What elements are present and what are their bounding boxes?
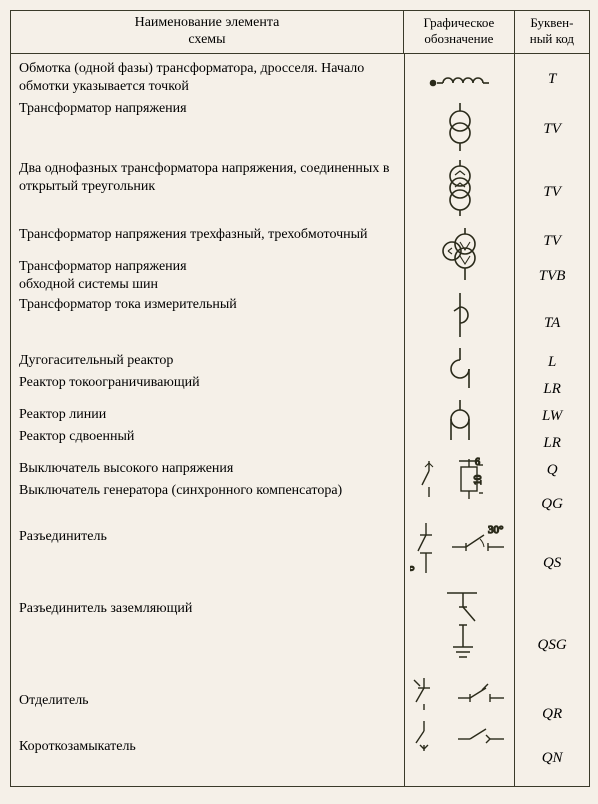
row-code: LW bbox=[542, 406, 562, 426]
row-code: T bbox=[548, 60, 556, 98]
row-name: Выключатель высокого напряжения bbox=[19, 460, 396, 480]
row-name: Трансформатор тока измерительный bbox=[19, 296, 396, 350]
graphics-column: 6 10 6 30° bbox=[405, 54, 515, 786]
names-column: Обмотка (одной фазы) трансформатора, дро… bbox=[11, 54, 405, 786]
svg-text:10: 10 bbox=[473, 475, 484, 485]
row-name: Реактор токоограничивающий bbox=[19, 374, 396, 404]
row-code: TV bbox=[543, 160, 561, 224]
row-code: LR bbox=[543, 428, 561, 458]
row-code: QR bbox=[542, 692, 562, 736]
row-name: Реактор линии bbox=[19, 406, 396, 426]
codes-column: TTVTVTVTVBTALLRLWLRQQGQSQSGQRQN bbox=[515, 54, 589, 786]
row-name: Выключатель генератора (синхронного комп… bbox=[19, 482, 396, 526]
header-graphic: Графическоеобозначение bbox=[404, 11, 515, 53]
row-graphic: 6 30° bbox=[410, 512, 510, 582]
row-code: Q bbox=[547, 460, 558, 480]
row-name: Дугогасительный реактор bbox=[19, 352, 396, 372]
row-graphic bbox=[410, 672, 510, 716]
row-name: Два однофазных трансформатора напряжения… bbox=[19, 160, 396, 224]
header-code: Буквен-ный код bbox=[515, 11, 589, 53]
row-code: TVB bbox=[539, 258, 566, 294]
row-code: TA bbox=[544, 296, 560, 350]
svg-text:6: 6 bbox=[475, 457, 480, 468]
row-graphic bbox=[435, 582, 485, 672]
row-graphic bbox=[425, 60, 495, 98]
row-graphic bbox=[440, 156, 480, 220]
row-code: QSG bbox=[538, 600, 567, 690]
row-code: QG bbox=[541, 482, 563, 526]
row-code: TV bbox=[543, 100, 561, 158]
row-graphic bbox=[445, 288, 475, 342]
row-name: Трансформатор напряжения трехфазный, тре… bbox=[19, 226, 396, 256]
row-name: Обмотка (одной фазы) трансформатора, дро… bbox=[19, 60, 396, 98]
row-name: Отделитель bbox=[19, 692, 396, 736]
row-name: Разъединитель bbox=[19, 528, 396, 598]
row-code: L bbox=[548, 352, 556, 372]
row-code: QS bbox=[543, 528, 561, 598]
row-name: Трансформатор напряжения bbox=[19, 100, 396, 158]
row-graphic bbox=[435, 220, 485, 288]
table-body: Обмотка (одной фазы) трансформатора, дро… bbox=[11, 54, 589, 786]
row-graphic bbox=[440, 394, 480, 446]
row-name: Разъединитель заземляющий bbox=[19, 600, 396, 690]
row-code: TV bbox=[543, 226, 561, 256]
table-header: Наименование элементасхемы Графическоеоб… bbox=[11, 11, 589, 54]
row-name: Реактор сдвоенный bbox=[19, 428, 396, 458]
symbols-table: Наименование элементасхемы Графическоеоб… bbox=[10, 10, 590, 787]
header-name: Наименование элементасхемы bbox=[11, 11, 404, 53]
row-graphic bbox=[440, 98, 480, 156]
row-graphic bbox=[410, 716, 510, 756]
row-code: QN bbox=[542, 738, 563, 778]
row-name: Трансформатор напряженияобходной системы… bbox=[19, 258, 396, 294]
row-code: LR bbox=[543, 374, 561, 404]
row-name: Короткозамыкатель bbox=[19, 738, 396, 778]
row-graphic: 6 10 bbox=[415, 446, 505, 512]
svg-text:6: 6 bbox=[410, 566, 417, 571]
svg-text:30°: 30° bbox=[488, 524, 503, 536]
row-graphic bbox=[445, 342, 475, 394]
